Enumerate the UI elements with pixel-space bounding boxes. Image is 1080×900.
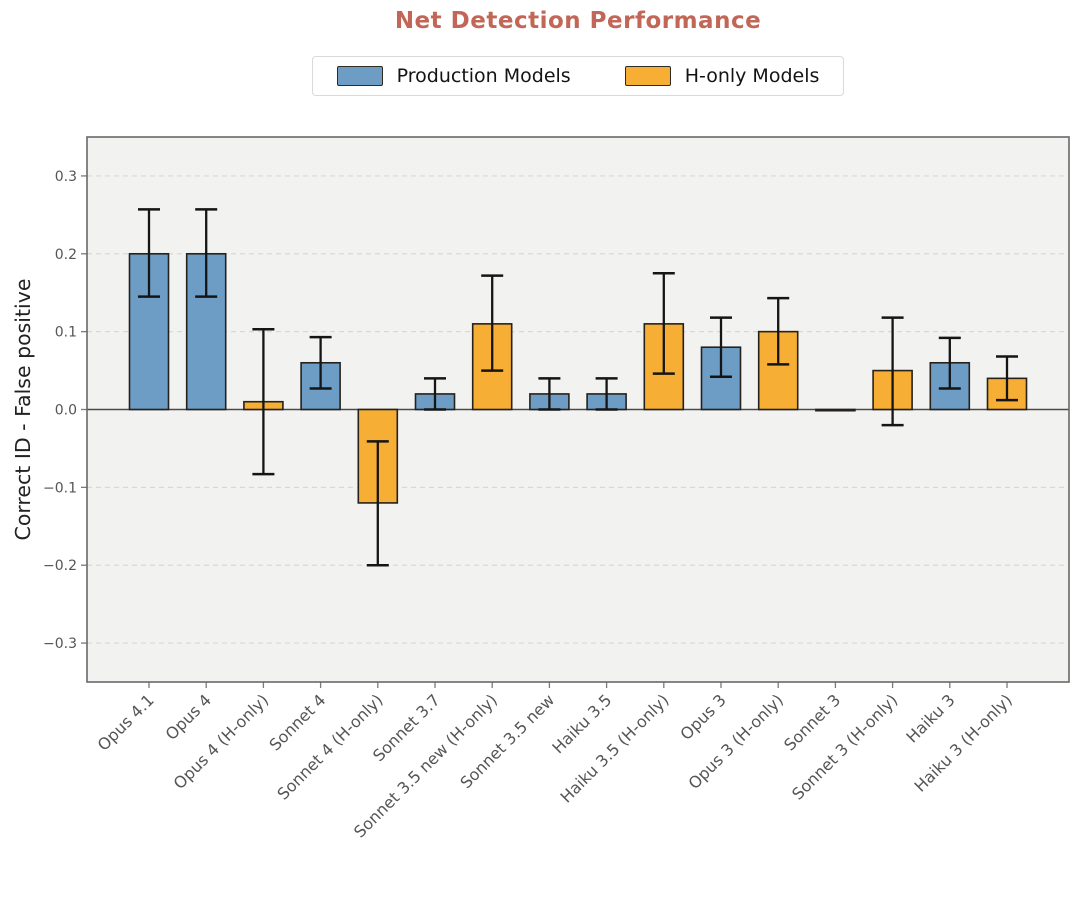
- legend-box: Production Models H-only Models: [311, 56, 845, 96]
- x-tick-label: Opus 4.1: [94, 690, 158, 754]
- x-tick-label: Haiku 3: [902, 690, 958, 746]
- x-tick-label: Opus 4: [162, 690, 215, 743]
- x-tick-label: Haiku 3 (H-only): [910, 690, 1015, 795]
- legend-label-h-only-models: H-only Models: [684, 65, 820, 87]
- legend-item-h-only-models: H-only Models: [624, 65, 820, 87]
- y-tick-label: 0.2: [55, 247, 77, 263]
- y-tick-label: 0.3: [55, 169, 77, 185]
- y-tick-label: −0.3: [43, 636, 77, 652]
- production-models-swatch-icon: [336, 66, 383, 86]
- bar-sonnet-3: [815, 408, 856, 412]
- chart-title: Net Detection Performance: [394, 8, 762, 34]
- x-tick-label: Sonnet 3 (H-only): [788, 690, 901, 803]
- legend: Production Models H-only Models: [87, 56, 1069, 96]
- plot-border: [86, 136, 1070, 683]
- y-tick-label: −0.2: [43, 558, 77, 574]
- x-tick-label: Opus 3: [676, 690, 729, 743]
- legend-item-production-models: Production Models: [336, 65, 571, 87]
- y-tick-label: −0.1: [43, 480, 77, 496]
- x-tick-label: Sonnet 4 (H-only): [273, 690, 386, 803]
- x-tick-label: Haiku 3.5 (H-only): [556, 690, 672, 806]
- legend-label-production-models: Production Models: [396, 65, 571, 87]
- y-axis-label: Correct ID - False positive: [11, 279, 35, 541]
- h-only-models-swatch-icon: [624, 66, 671, 86]
- y-tick-label: 0.1: [55, 325, 77, 341]
- y-tick-label: 0.0: [55, 403, 77, 419]
